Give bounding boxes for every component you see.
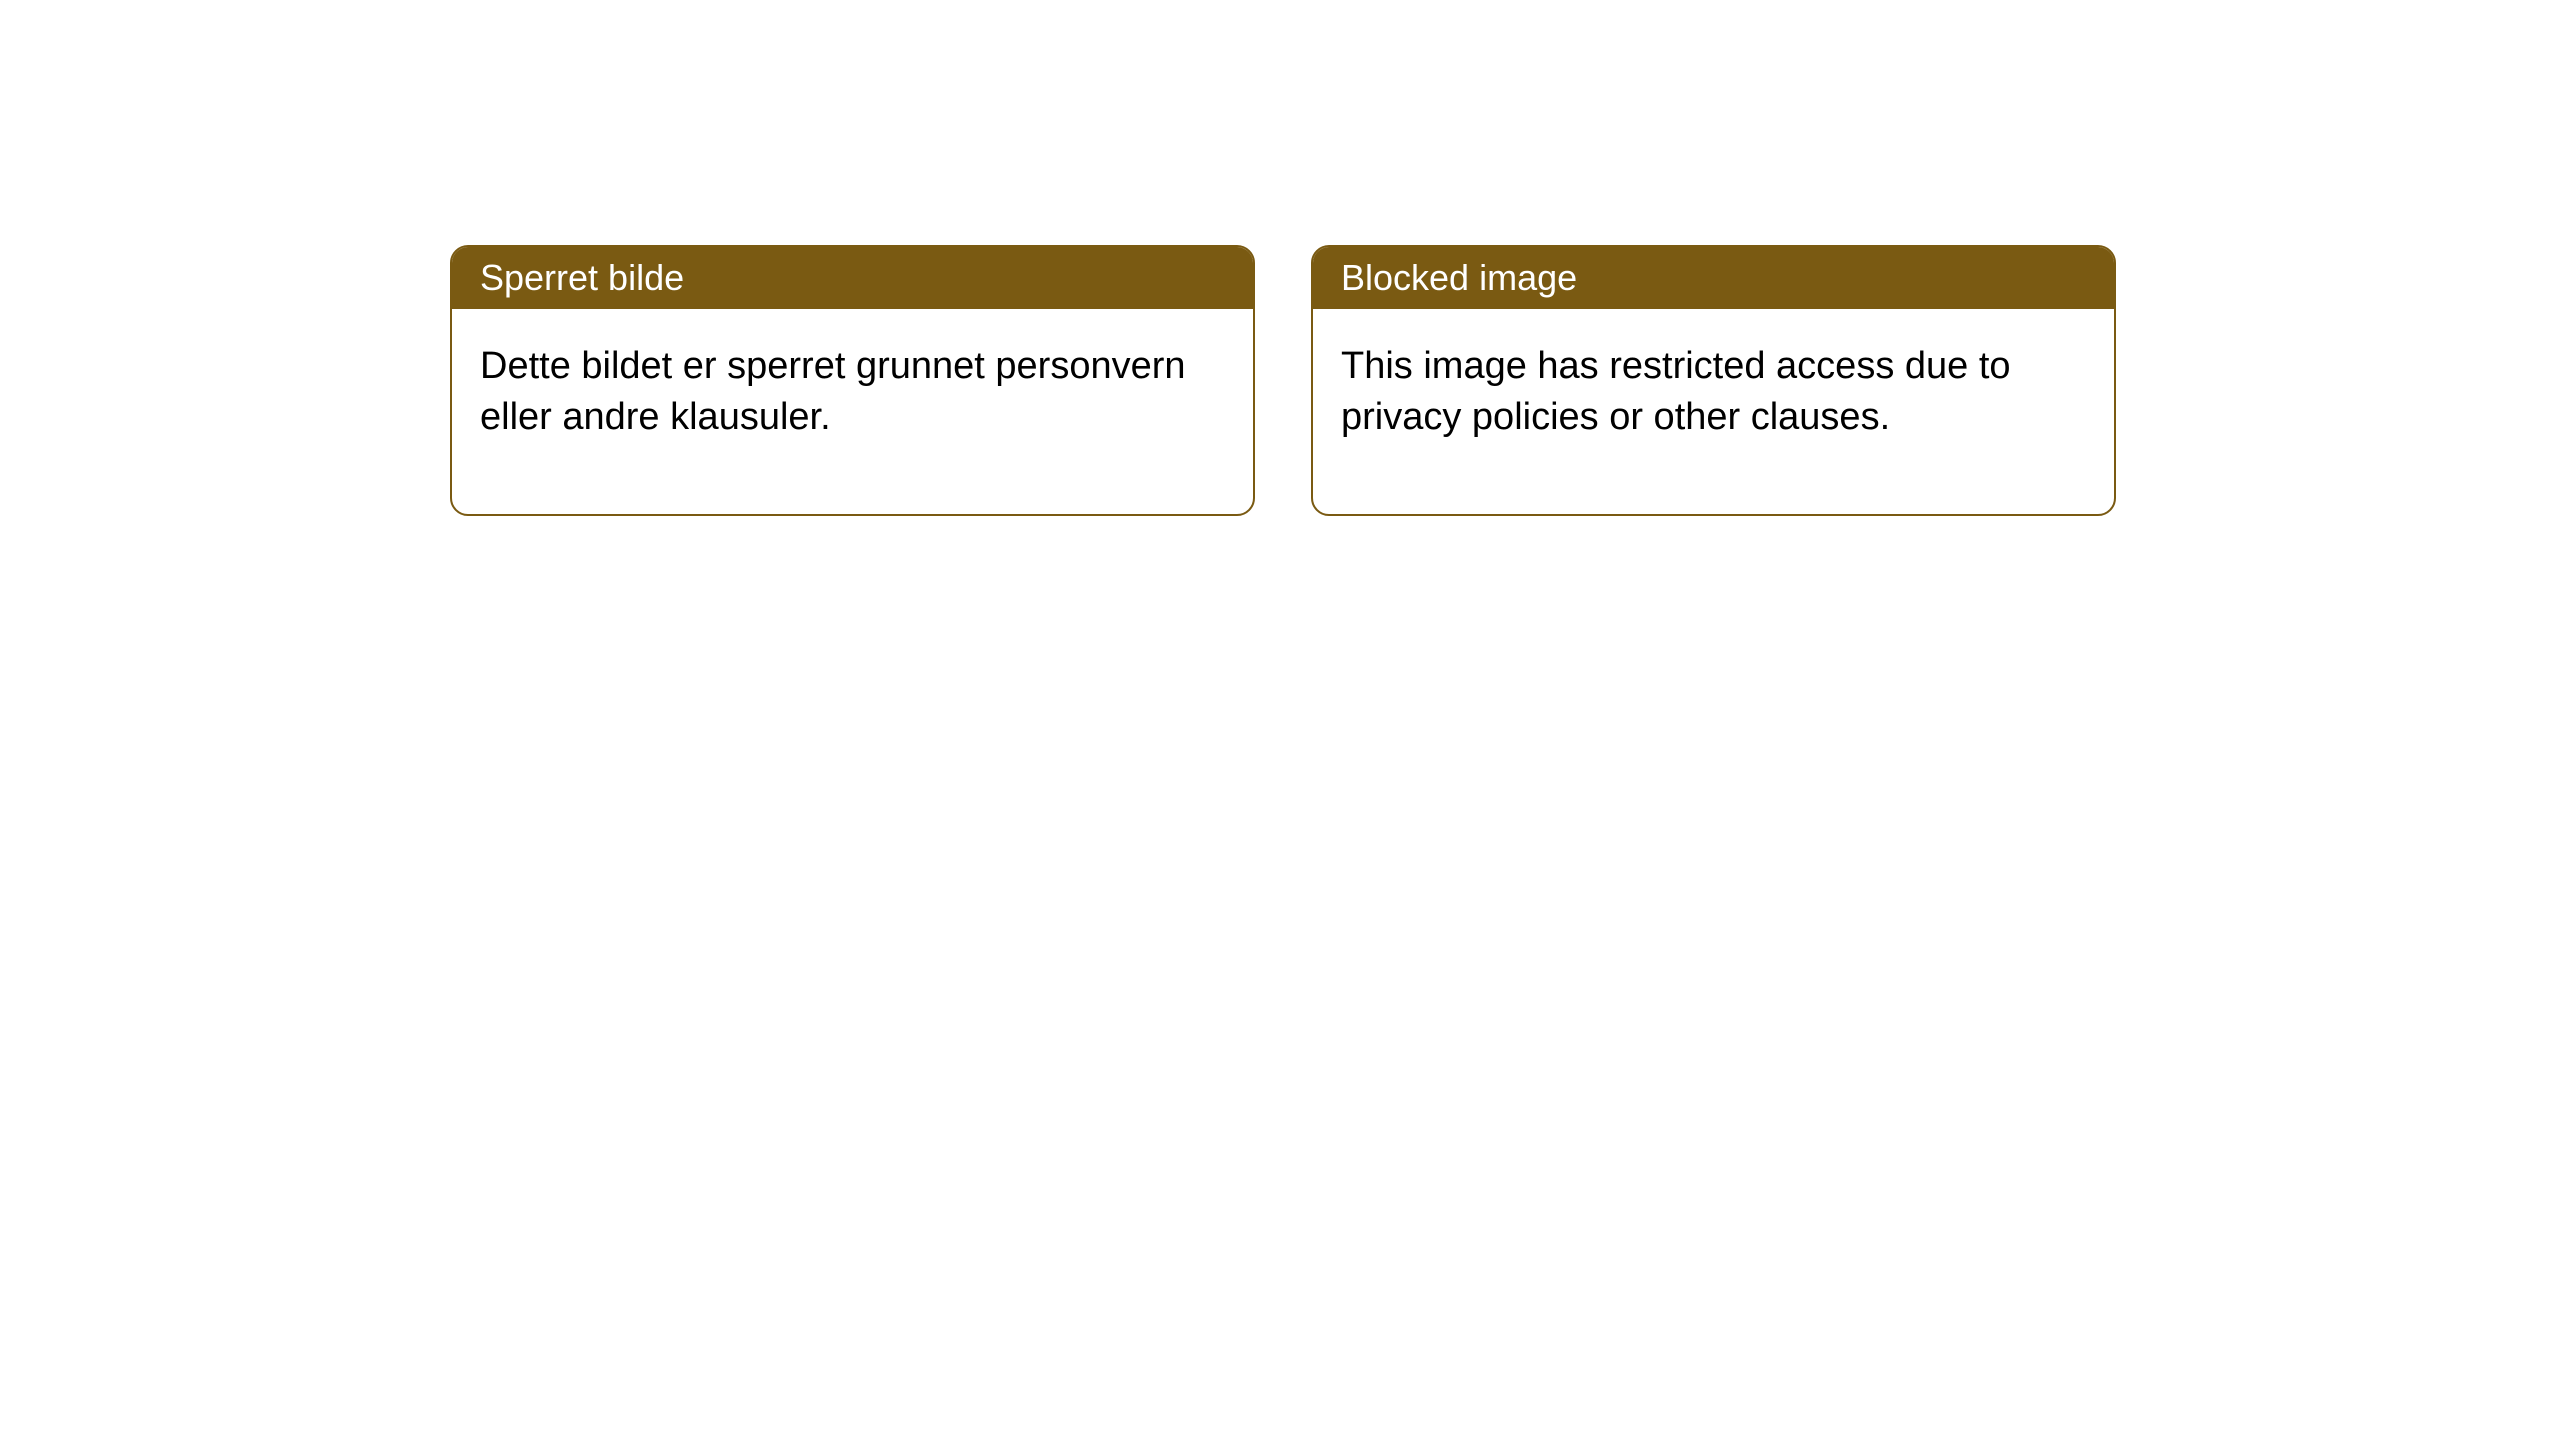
notice-card-header: Blocked image [1313,247,2114,309]
notice-card-header: Sperret bilde [452,247,1253,309]
notice-container: Sperret bilde Dette bildet er sperret gr… [450,245,2116,516]
notice-card-body: Dette bildet er sperret grunnet personve… [452,309,1253,514]
notice-card-body: This image has restricted access due to … [1313,309,2114,514]
notice-card-norwegian: Sperret bilde Dette bildet er sperret gr… [450,245,1255,516]
notice-card-english: Blocked image This image has restricted … [1311,245,2116,516]
